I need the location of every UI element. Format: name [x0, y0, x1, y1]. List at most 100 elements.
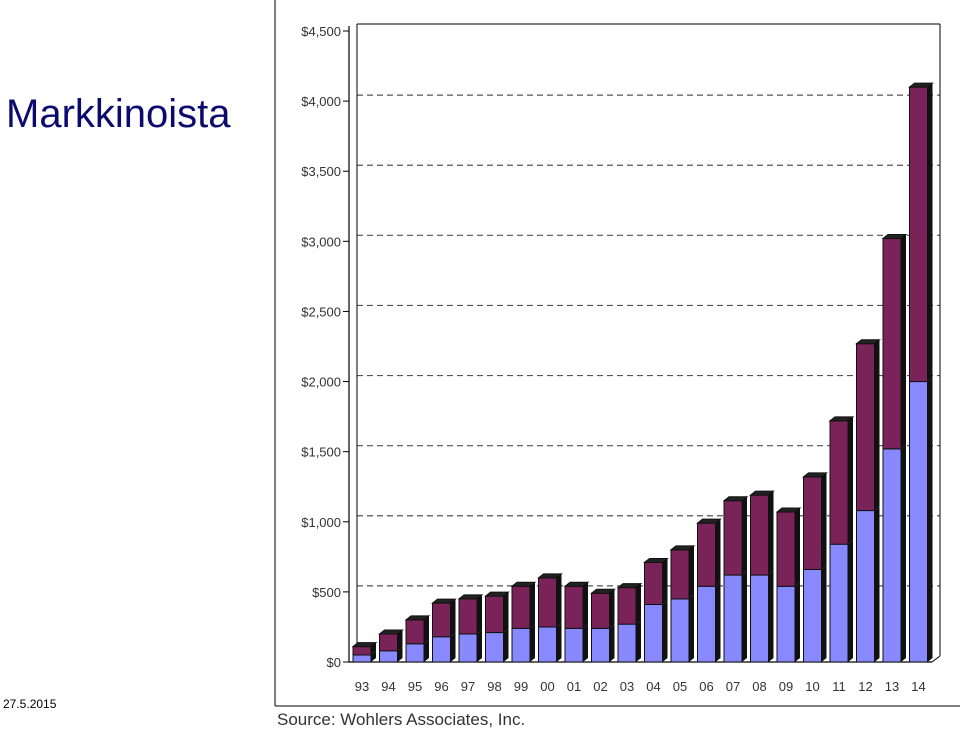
x-tick-label: 94 [381, 679, 395, 694]
x-tick-label: 99 [514, 679, 528, 694]
bar-side-95-s0 [424, 639, 429, 662]
x-tick-label: 02 [593, 679, 607, 694]
bar-top-05 [669, 545, 696, 551]
bar-top-99 [510, 581, 537, 587]
bar-side-14-s1 [927, 83, 933, 382]
bar-95-s1 [405, 619, 425, 645]
slide-title: Markkinoista [6, 92, 231, 136]
bar-03-s0 [617, 623, 637, 663]
bar-side-98-s0 [503, 628, 509, 662]
bar-07-s1 [723, 500, 743, 576]
bar-top-12 [855, 339, 881, 345]
bar-09-s0 [776, 585, 796, 663]
bar-top-98 [484, 591, 510, 597]
x-tick-label: 07 [726, 679, 740, 694]
bar-side-99-s0 [530, 624, 535, 662]
bar-side-94-s1 [397, 629, 403, 651]
chart-frame [274, 0, 960, 707]
bar-09-s1 [776, 511, 796, 587]
bar-03-s1 [617, 587, 637, 625]
x-tick-label: 13 [885, 679, 899, 694]
x-tick-label: 04 [646, 679, 660, 694]
bar-93-s0 [352, 654, 372, 663]
bar-02-s0 [591, 627, 610, 663]
bar-95-s0 [405, 643, 425, 663]
bar-10-s1 [803, 476, 822, 570]
bar-top-07 [722, 496, 749, 502]
bar-14-s0 [909, 381, 928, 663]
bar-side-06-s1 [715, 519, 721, 587]
bar-side-08-s1 [768, 491, 774, 576]
bar-side-04-s0 [662, 600, 668, 662]
bar-side-94-s0 [397, 646, 403, 662]
bar-side-97-s0 [477, 629, 482, 662]
bar-side-09-s0 [795, 582, 800, 662]
bar-side-98-s1 [503, 592, 509, 633]
bar-top-04 [643, 557, 669, 563]
y-tick-label: $4,500 [301, 24, 341, 39]
bar-top-97 [457, 594, 484, 600]
x-tick-label: 05 [673, 679, 687, 694]
bar-05-s1 [670, 549, 690, 600]
bar-side-07-s0 [742, 571, 747, 662]
y-tick-label: $2,500 [301, 304, 341, 319]
bar-side-11-s0 [848, 540, 853, 662]
floor-edge-line [931, 655, 941, 663]
bar-00-s0 [538, 626, 557, 663]
bar-side-04-s1 [662, 558, 668, 605]
x-tick-label: 12 [858, 679, 872, 694]
bar-01-s1 [564, 585, 584, 629]
bar-96-s1 [432, 602, 451, 638]
bar-04-s0 [644, 604, 663, 663]
bar-06-s1 [697, 522, 716, 587]
y-tick-label: $3,500 [301, 164, 341, 179]
bar-13-s0 [882, 448, 902, 663]
x-tick-label: 00 [540, 679, 554, 694]
bar-10-s0 [803, 568, 822, 663]
bar-side-13-s1 [901, 234, 906, 449]
bar-side-03-s1 [636, 583, 641, 625]
x-tick-label: 08 [752, 679, 766, 694]
bar-top-00 [537, 573, 563, 579]
bar-side-12-s1 [874, 339, 880, 511]
bar-99-s1 [511, 585, 531, 629]
bar-side-01-s0 [583, 624, 588, 662]
bar-top-01 [563, 581, 590, 587]
bar-99-s0 [511, 627, 531, 663]
bar-side-08-s0 [768, 571, 774, 662]
bar-side-10-s1 [821, 472, 827, 570]
y-tick-label: $4,000 [301, 94, 341, 109]
bar-top-94 [378, 629, 404, 635]
bar-11-s1 [829, 420, 849, 545]
bar-side-09-s1 [795, 507, 800, 587]
bar-side-95-s1 [424, 615, 429, 644]
bar-top-93 [351, 642, 378, 648]
bar-05-s0 [670, 598, 690, 663]
y-tick-label: $2,000 [301, 375, 341, 390]
bar-97-s1 [458, 598, 478, 635]
bar-top-14 [908, 82, 934, 88]
bar-top-10 [802, 472, 828, 478]
chart-source: Source: Wohlers Associates, Inc. [277, 710, 526, 729]
y-tick-label: $1,500 [301, 445, 341, 460]
x-tick-label: 10 [805, 679, 819, 694]
bar-side-96-s1 [450, 599, 456, 637]
bar-side-00-s0 [556, 622, 562, 662]
bar-side-99-s1 [530, 582, 535, 629]
bar-94-s1 [379, 633, 398, 652]
bar-00-s1 [538, 577, 557, 628]
bar-side-12-s0 [874, 506, 880, 662]
bar-side-02-s0 [609, 624, 615, 662]
bar-13-s1 [882, 238, 902, 450]
y-tick-label: $0 [327, 655, 341, 670]
x-tick-label: 95 [408, 679, 422, 694]
bar-top-95 [404, 615, 431, 621]
x-tick-label: 98 [487, 679, 501, 694]
bar-top-96 [431, 598, 457, 604]
bar-96-s0 [432, 636, 451, 663]
x-tick-label: 09 [779, 679, 793, 694]
bar-08-s0 [750, 574, 769, 663]
bar-04-s1 [644, 561, 663, 606]
x-tick-labels: 93 94 95 96 97 98 99 00 01 02 03 04 05 06 07 08 09 10 11 12… [355, 679, 926, 694]
